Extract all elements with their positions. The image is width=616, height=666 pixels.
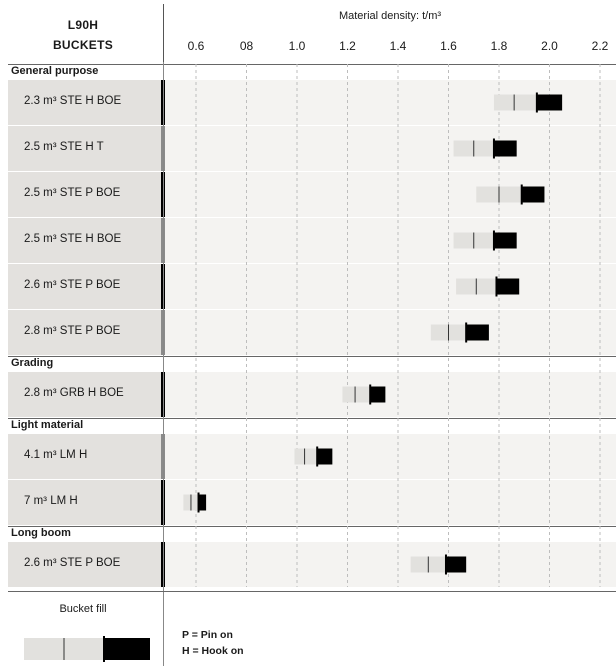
bar-fill-dark [198,494,207,511]
row-label: 2.8 m³ STE P BOE [24,325,121,337]
row-label: 2.5 m³ STE P BOE [24,187,121,199]
row-label-bg [8,310,161,355]
x-tick-label: 1.2 [339,39,356,53]
row-plot-bg [165,126,616,171]
row-plot-bg [165,542,616,587]
x-tick-label: 1.8 [490,39,508,53]
bar-fill-light [342,386,371,403]
x-tick-label: 0.6 [187,39,205,53]
x-tick-label: 2.0 [541,39,558,53]
bar-fill-dark [493,140,517,157]
row-label-bg [8,172,161,217]
row-label-bg [8,480,161,525]
row-plot-bg [165,372,616,417]
row-label-bg [8,126,161,171]
group-label: Light material [11,419,84,431]
row-plot-bg [165,264,616,309]
group-label: Long boom [11,527,71,539]
row-label: 4.1 m³ LM H [24,449,88,461]
group-label: Grading [11,357,54,369]
row-plot-bg [165,310,616,355]
bar-fill-dark [466,324,489,341]
row-plot-bg [165,172,616,217]
legend-bar-dark [104,638,150,660]
header-title-line1: L90H [67,18,99,32]
row-label-bg [8,372,161,417]
row-plot-bg [165,218,616,263]
bar-fill-dark [317,448,333,465]
bar-fill-light [493,94,537,111]
legend-title: Bucket fill [59,603,107,615]
row-label: 2.8 m³ GRB H BOE [24,387,124,399]
x-tick-label: 2.2 [591,39,609,53]
row-label: 2.6 m³ STE P BOE [24,279,121,291]
bar-fill-dark [493,232,517,249]
legend-pin-on: P = Pin on [182,629,233,641]
bar-fill-dark [370,386,386,403]
row-label: 2.6 m³ STE P BOE [24,557,121,569]
row-plot-bg [165,480,616,525]
group-label: General purpose [11,65,99,77]
row-label-bg [8,80,161,125]
axis-title: Material density: t/m³ [338,10,442,22]
bar-fill-light [294,448,318,465]
row-label-bg [8,264,161,309]
x-tick-label: 1.6 [440,39,457,53]
bar-fill-dark [496,278,520,295]
row-label: 2.5 m³ STE H BOE [24,233,122,245]
row-label-bg [8,434,161,479]
row-label: 7 m³ LM H [24,495,78,507]
row-plot-bg [165,434,616,479]
row-label: 2.5 m³ STE H T [24,141,104,153]
header-title-line2: BUCKETS [52,38,114,52]
x-tick-label: 08 [239,39,254,53]
x-tick-label: 1.4 [389,39,407,53]
legend-hook-on: H = Hook on [182,645,244,657]
row-label-bg [8,542,161,587]
row-label: 2.3 m³ STE H BOE [24,95,122,107]
bar-fill-dark [536,94,563,111]
x-tick-label: 1.0 [288,39,306,53]
bar-fill-dark [521,186,545,203]
row-label-bg [8,218,161,263]
bar-fill-dark [445,556,467,573]
